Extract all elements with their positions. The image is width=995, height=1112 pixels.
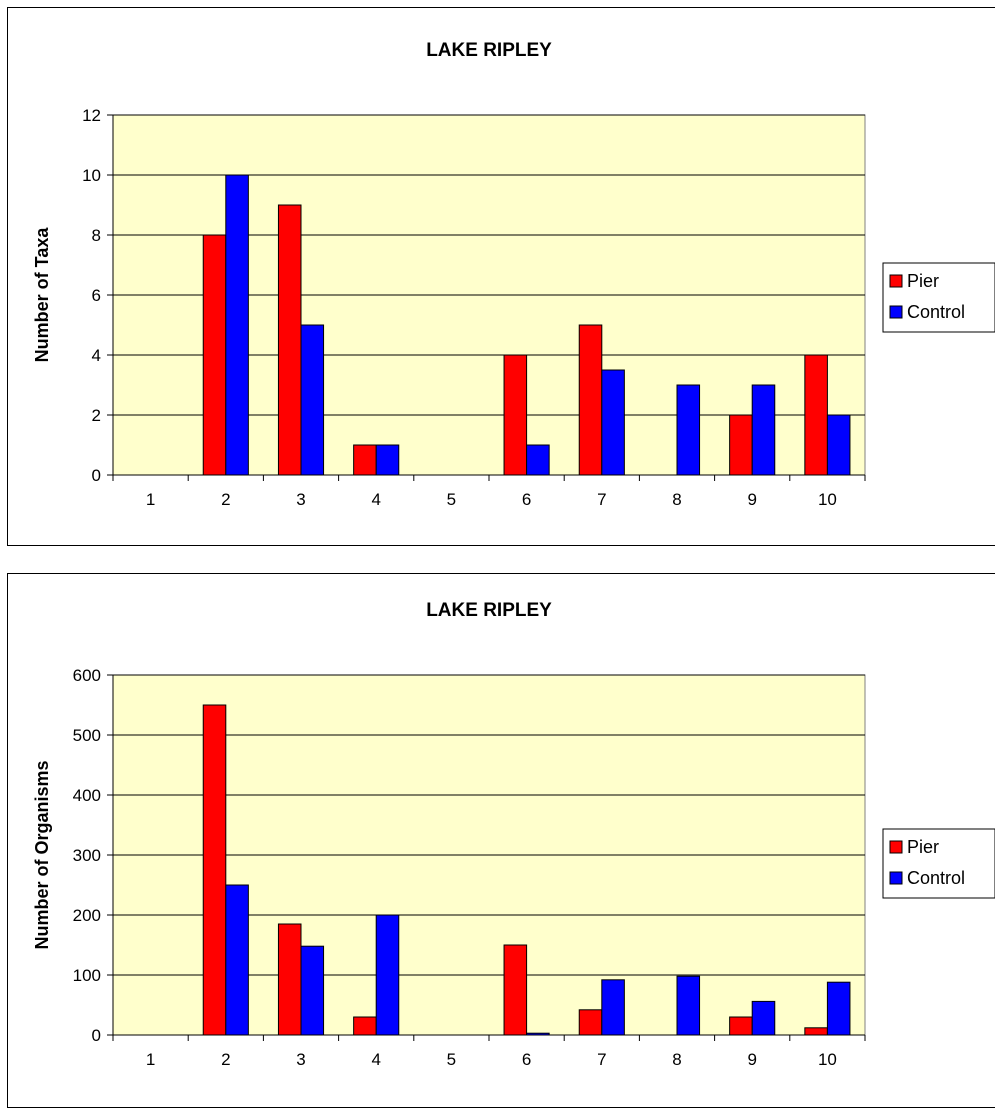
x-tick-label: 2 xyxy=(221,490,230,509)
bar-control-8 xyxy=(676,384,701,476)
y-tick-label: 12 xyxy=(82,106,101,125)
x-tick-label: 2 xyxy=(221,1050,230,1069)
bar-pier-10 xyxy=(804,1027,828,1036)
legend-swatch-pier xyxy=(889,274,903,288)
bar-control-6 xyxy=(526,1032,550,1036)
x-tick-label: 10 xyxy=(818,490,837,509)
legend-label-pier: Pier xyxy=(907,837,939,857)
bar-pier-10 xyxy=(804,354,828,476)
x-tick-label: 6 xyxy=(522,490,531,509)
chart-title: LAKE RIPLEY xyxy=(426,600,552,621)
x-tick-label: 1 xyxy=(146,490,155,509)
legend-label-pier: Pier xyxy=(907,271,939,291)
x-tick-label: 3 xyxy=(296,490,305,509)
y-tick-label: 300 xyxy=(73,846,101,865)
y-tick-label: 100 xyxy=(73,966,101,985)
organisms-chart-svg: LAKE RIPLEY 0 100 200 300 400 500 600 1 2 3 4 5 6 7 8 9 1… xyxy=(32,600,995,1069)
bar-pier-4 xyxy=(353,444,377,476)
bar-pier-9 xyxy=(729,414,753,476)
legend-label-control: Control xyxy=(907,302,965,322)
x-tick-label: 8 xyxy=(672,1050,681,1069)
x-tick-label: 4 xyxy=(371,1050,380,1069)
y-tick-label: 500 xyxy=(73,726,101,745)
chart-title: LAKE RIPLEY xyxy=(426,40,552,61)
bar-pier-9 xyxy=(729,1016,753,1036)
organisms-chart: LAKE RIPLEY 0 100 200 300 400 500 600 1 2 3 4 5 6 7 8 9 1… xyxy=(7,573,995,1108)
bar-control-2 xyxy=(225,884,249,1036)
x-tick-label: 1 xyxy=(146,1050,155,1069)
bar-control-7 xyxy=(601,979,625,1036)
y-tick-label: 600 xyxy=(73,666,101,685)
bar-pier-2 xyxy=(202,704,227,1036)
y-tick-label: 200 xyxy=(73,906,101,925)
bar-control-8 xyxy=(676,975,701,1036)
bar-pier-6 xyxy=(503,944,528,1036)
x-tick-label: 7 xyxy=(597,490,606,509)
legend-swatch-control xyxy=(889,305,903,319)
legend-swatch-control xyxy=(889,871,903,885)
x-tick-label: 3 xyxy=(296,1050,305,1069)
bar-control-3 xyxy=(300,324,325,476)
bar-control-3 xyxy=(300,945,325,1036)
y-tick-label: 10 xyxy=(82,166,101,185)
bar-pier-7 xyxy=(578,324,603,476)
x-tick-label: 5 xyxy=(447,490,456,509)
x-tick-label: 4 xyxy=(371,490,380,509)
bar-control-7 xyxy=(601,369,625,476)
bar-control-4 xyxy=(375,914,400,1036)
bar-control-10 xyxy=(826,981,851,1036)
y-tick-label: 8 xyxy=(92,226,101,245)
y-axis-label: Number of Organisms xyxy=(32,760,52,949)
bar-pier-6 xyxy=(503,354,528,476)
y-tick-label: 4 xyxy=(92,346,101,365)
x-tick-label: 7 xyxy=(597,1050,606,1069)
bar-pier-3 xyxy=(277,923,302,1036)
x-tick-label: 5 xyxy=(447,1050,456,1069)
bar-pier-2 xyxy=(202,234,227,476)
y-axis-label: Number of Taxa xyxy=(32,227,52,363)
bar-control-6 xyxy=(526,444,550,476)
x-tick-label: 9 xyxy=(747,1050,756,1069)
bar-control-9 xyxy=(751,1000,776,1036)
y-tick-label: 2 xyxy=(92,406,101,425)
y-tick-label: 6 xyxy=(92,286,101,305)
y-tick-label: 0 xyxy=(92,466,101,485)
bar-control-10 xyxy=(826,414,851,476)
bar-pier-4 xyxy=(353,1016,377,1036)
x-tick-label: 8 xyxy=(672,490,681,509)
bar-pier-7 xyxy=(578,1009,603,1036)
bar-control-2 xyxy=(225,174,249,476)
taxa-chart: LAKE RIPLEY 0 2 4 6 8 10 12 1 2 3 4 5 6 7 8 9 10 Number of… xyxy=(7,7,995,546)
legend-label-control: Control xyxy=(907,868,965,888)
bar-control-4 xyxy=(375,444,400,476)
legend-swatch-pier xyxy=(889,840,903,854)
x-tick-label: 9 xyxy=(747,490,756,509)
y-tick-label: 0 xyxy=(92,1026,101,1045)
x-tick-label: 10 xyxy=(818,1050,837,1069)
y-tick-label: 400 xyxy=(73,786,101,805)
bar-control-9 xyxy=(751,384,776,476)
bar-pier-3 xyxy=(277,204,302,476)
x-tick-label: 6 xyxy=(522,1050,531,1069)
